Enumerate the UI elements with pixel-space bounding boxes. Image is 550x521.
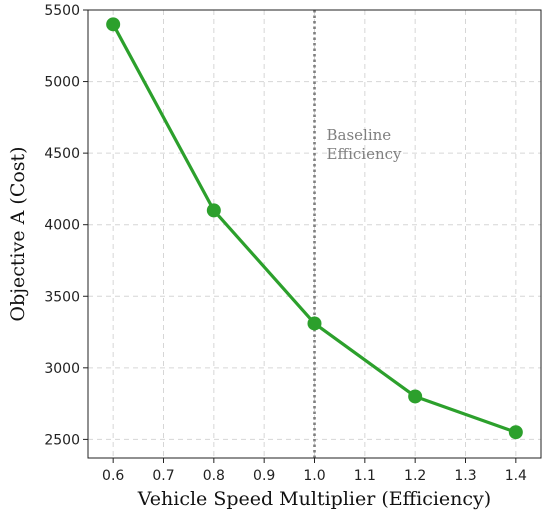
baseline-annotation-line-2: Efficiency — [327, 145, 403, 163]
x-tick-label: 1.4 — [505, 468, 527, 484]
y-tick-label: 5500 — [44, 3, 80, 19]
y-tick-label: 3000 — [44, 361, 80, 377]
baseline-annotation: Baseline Efficiency — [327, 126, 403, 163]
data-point — [508, 425, 523, 440]
baseline-annotation-line-1: Baseline — [327, 126, 392, 144]
x-tick-label: 0.6 — [102, 468, 124, 484]
x-axis: 0.6 0.7 0.8 0.9 1.0 1.1 1.2 1.3 1.4 — [102, 458, 527, 484]
series-group — [106, 17, 523, 440]
data-point — [106, 17, 121, 32]
x-axis-title: Vehicle Speed Multiplier (Efficiency) — [137, 488, 491, 510]
x-tick-label: 1.1 — [354, 468, 376, 484]
y-tick-label: 3500 — [44, 289, 80, 305]
y-tick-label: 5000 — [44, 75, 80, 91]
data-point — [307, 316, 322, 331]
y-axis-title: Objective A (Cost) — [7, 146, 29, 321]
x-tick-label: 0.8 — [203, 468, 225, 484]
y-tick-label: 2500 — [44, 432, 80, 448]
y-tick-label: 4500 — [44, 146, 80, 162]
x-tick-label: 1.0 — [303, 468, 325, 484]
x-tick-label: 1.3 — [454, 468, 476, 484]
x-tick-label: 0.7 — [152, 468, 174, 484]
x-tick-label: 1.2 — [404, 468, 426, 484]
data-point — [408, 389, 423, 404]
y-tick-label: 4000 — [44, 218, 80, 234]
data-point — [206, 203, 221, 218]
x-tick-label: 0.9 — [253, 468, 275, 484]
y-axis: 2500 3000 3500 4000 4500 5000 5500 — [44, 3, 88, 448]
